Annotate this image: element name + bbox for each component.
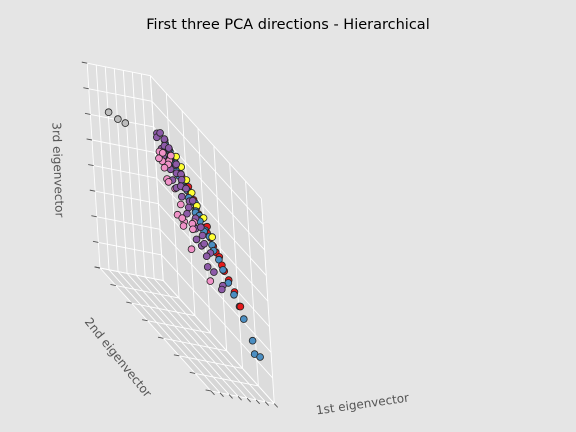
grid-line bbox=[126, 273, 239, 397]
data-point-cluster-2 bbox=[179, 222, 188, 230]
data-point-cluster-3 bbox=[197, 223, 205, 232]
data-point-cluster-3 bbox=[192, 235, 201, 244]
data-point-cluster-2 bbox=[178, 214, 187, 222]
grid-line bbox=[87, 62, 151, 77]
data-point-cluster-3 bbox=[210, 268, 218, 276]
data-point-cluster-4 bbox=[240, 315, 248, 323]
data-point-cluster-3 bbox=[203, 263, 212, 271]
data-point-cluster-2 bbox=[155, 154, 163, 163]
x-tick bbox=[228, 394, 233, 399]
z-axis-label: 3rd eigenvector bbox=[49, 122, 66, 218]
z-tick bbox=[94, 266, 101, 269]
grid-line bbox=[158, 203, 270, 328]
grid-line bbox=[88, 88, 153, 102]
data-point-cluster-2 bbox=[164, 178, 173, 186]
data-point-cluster-2 bbox=[167, 151, 175, 160]
grid-line bbox=[144, 276, 257, 401]
grid-line bbox=[159, 229, 272, 353]
y-tick bbox=[157, 336, 164, 339]
data-point-cluster-3 bbox=[184, 203, 193, 212]
z-tick bbox=[81, 61, 88, 64]
grid-line bbox=[147, 320, 211, 334]
data-point-cluster-5 bbox=[236, 302, 245, 311]
data-point-cluster-3 bbox=[200, 240, 209, 248]
data-point-cluster-3 bbox=[164, 144, 173, 152]
grid-line bbox=[135, 274, 248, 399]
data-point-cluster-1 bbox=[121, 119, 130, 127]
z-tick bbox=[92, 240, 99, 243]
z-tick bbox=[88, 164, 94, 167]
grid-line bbox=[153, 278, 266, 403]
grid-line bbox=[98, 241, 162, 256]
y-tick bbox=[173, 354, 180, 357]
x-tick bbox=[255, 399, 260, 405]
data-point-cluster-4 bbox=[219, 266, 227, 274]
z-tick bbox=[91, 215, 97, 218]
grid-line bbox=[150, 75, 262, 200]
data-point-cluster-1 bbox=[114, 115, 122, 123]
grid-line bbox=[93, 165, 157, 179]
data-point-cluster-2 bbox=[187, 245, 196, 254]
data-point-cluster-3 bbox=[218, 285, 226, 294]
chart-title: First three PCA directions - Hierarchica… bbox=[146, 17, 429, 33]
data-point-cluster-2 bbox=[189, 225, 197, 234]
data-point-cluster-4 bbox=[256, 353, 264, 361]
grid-line bbox=[195, 372, 259, 387]
y-tick bbox=[205, 389, 212, 392]
floor-pane bbox=[100, 268, 275, 404]
z-tick bbox=[83, 87, 89, 90]
z-tick bbox=[84, 112, 91, 115]
grid-line bbox=[99, 267, 164, 281]
y-tick bbox=[110, 284, 116, 287]
data-point-cluster-1 bbox=[104, 108, 113, 116]
x-tick bbox=[246, 397, 251, 403]
grid-line bbox=[96, 216, 161, 230]
data-point-cluster-2 bbox=[160, 163, 169, 172]
data-point-cluster-3 bbox=[188, 196, 197, 205]
grid-line bbox=[210, 390, 275, 404]
y-tick bbox=[126, 301, 132, 304]
x-tick bbox=[264, 401, 270, 406]
grid-line bbox=[151, 101, 264, 225]
grid-line bbox=[179, 355, 243, 369]
data-point-cluster-3 bbox=[156, 129, 164, 137]
grid-line bbox=[260, 198, 275, 404]
grid-line bbox=[131, 302, 196, 317]
scatter-points bbox=[104, 108, 264, 361]
grid-line bbox=[108, 269, 221, 394]
data-point-cluster-4 bbox=[248, 336, 257, 345]
axis-ticks bbox=[81, 61, 279, 408]
y-tick bbox=[189, 371, 196, 374]
y-tick bbox=[142, 319, 148, 322]
grid-line bbox=[99, 267, 212, 392]
x-tick bbox=[237, 396, 242, 401]
data-point-cluster-3 bbox=[182, 184, 190, 193]
data-point-cluster-4 bbox=[230, 290, 238, 299]
grid-line bbox=[115, 285, 180, 299]
z-tick bbox=[86, 138, 93, 141]
x-tick bbox=[273, 403, 279, 408]
x-tick bbox=[210, 390, 215, 396]
grid-line bbox=[95, 190, 159, 205]
grid-line bbox=[91, 139, 156, 153]
data-point-cluster-3 bbox=[177, 176, 186, 184]
data-point-cluster-2 bbox=[206, 277, 215, 285]
data-point-cluster-6 bbox=[208, 233, 217, 241]
data-point-cluster-3 bbox=[172, 160, 181, 169]
data-point-cluster-3 bbox=[178, 192, 186, 201]
x-tick bbox=[219, 392, 224, 397]
z-tick bbox=[89, 189, 96, 192]
data-point-cluster-3 bbox=[198, 231, 207, 240]
grid-line bbox=[90, 113, 154, 128]
data-point-cluster-2 bbox=[158, 149, 167, 157]
data-point-cluster-3 bbox=[160, 135, 169, 143]
data-point-cluster-3 bbox=[183, 209, 191, 218]
grid-line bbox=[162, 280, 275, 404]
data-point-cluster-3 bbox=[202, 252, 211, 261]
grid-line bbox=[117, 271, 230, 395]
grid-line bbox=[163, 337, 227, 352]
data-point-cluster-2 bbox=[177, 200, 185, 209]
